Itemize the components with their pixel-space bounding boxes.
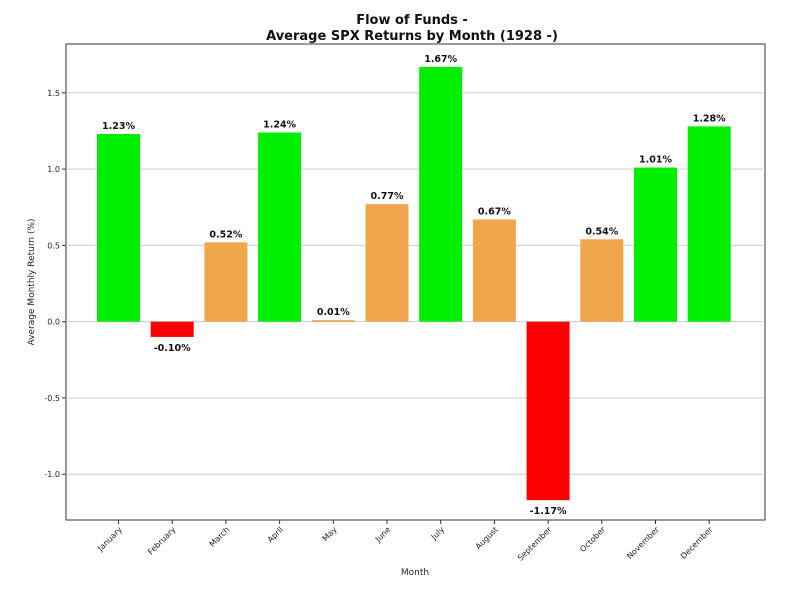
bar-february (150, 321, 194, 337)
plot-area (65, 43, 766, 521)
bars (97, 66, 731, 501)
y-tick-label: 1.0 (47, 165, 60, 174)
y-tick-label: 0.0 (47, 318, 60, 327)
data-label-october: 0.54% (585, 226, 618, 237)
bar-april (258, 132, 302, 322)
data-label-may: 0.01% (317, 307, 350, 318)
bar-july (419, 66, 463, 322)
data-label-january: 1.23% (102, 121, 135, 132)
x-tick-label: December (679, 525, 715, 561)
y-axis-label: Average Monthly Return (%) (27, 218, 37, 345)
x-tick-label: November (625, 525, 661, 561)
y-tick-label: 1.5 (47, 89, 60, 98)
x-tick-label: March (208, 525, 232, 549)
data-label-august: 0.67% (478, 206, 511, 217)
chart-subtitle: Average SPX Returns by Month (1928 -) (266, 29, 558, 44)
bar-november (634, 167, 677, 322)
x-tick-label: October (578, 525, 608, 555)
x-tick-label: September (516, 525, 554, 563)
bar-january (97, 134, 140, 322)
bar-may (311, 320, 355, 322)
data-labels: 1.23% -0.10% 0.52% 1.24% 0.01% 0.77% 1.67% 0.67… (102, 54, 726, 517)
data-label-december: 1.28% (693, 113, 726, 124)
bar-september (526, 321, 570, 501)
data-label-april: 1.24% (263, 119, 296, 130)
data-label-november: 1.01% (639, 155, 672, 166)
data-label-june: 0.77% (371, 191, 404, 202)
bar-march (204, 242, 248, 322)
x-tick-label: May (321, 525, 339, 543)
data-label-july: 1.67% (424, 54, 457, 65)
x-tick-label: April (266, 525, 285, 544)
data-label-february: -0.10% (154, 343, 191, 354)
chart-title: Flow of Funds - (356, 13, 468, 28)
y-axis-ticks: -1.0 -0.5 0.0 0.5 1.0 1.5 (44, 89, 66, 479)
data-label-march: 0.52% (209, 229, 242, 240)
x-axis-ticks: January February March April May June July Augu… (95, 520, 715, 563)
bar-october (580, 239, 624, 322)
x-tick-label: July (429, 525, 446, 542)
x-tick-label: August (474, 525, 500, 551)
x-axis-label: Month (401, 568, 429, 578)
y-tick-label: -0.5 (44, 394, 60, 403)
x-tick-label: June (373, 525, 392, 544)
y-tick-label: 0.5 (47, 241, 60, 250)
bar-august (472, 219, 516, 322)
y-tick-label: -1.0 (44, 470, 60, 479)
bar-june (365, 204, 409, 322)
data-label-september: -1.17% (530, 506, 567, 517)
x-tick-label: February (146, 525, 178, 557)
bar-december (687, 126, 731, 322)
x-tick-label: January (95, 525, 124, 554)
